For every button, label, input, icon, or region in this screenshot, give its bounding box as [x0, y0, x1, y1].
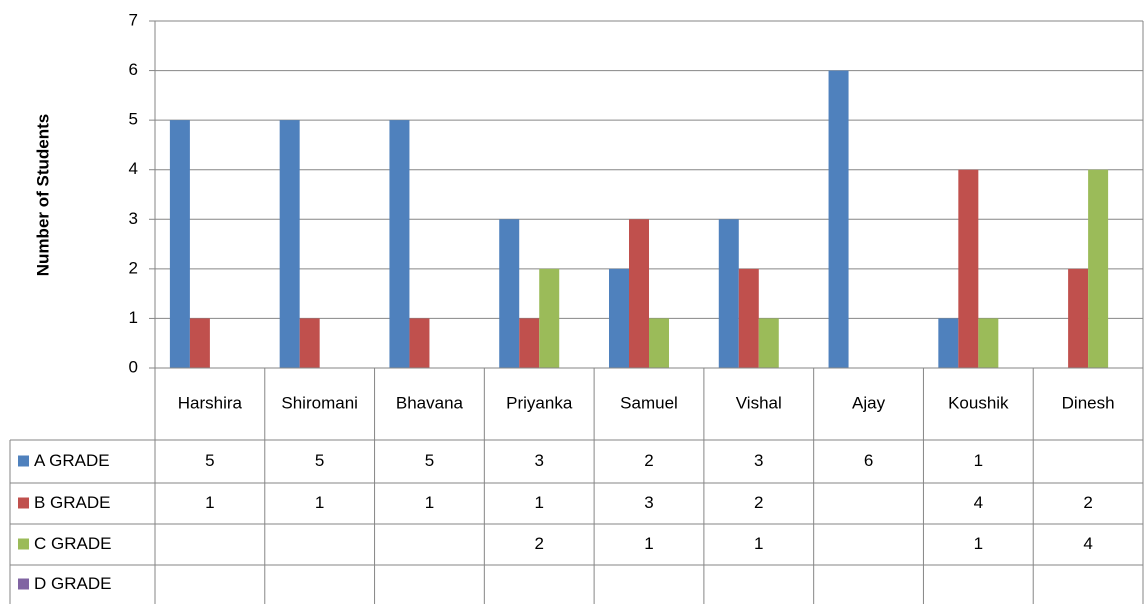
bar [1068, 268, 1089, 368]
y-axis-label: Number of Students [33, 114, 52, 276]
category-label: Dinesh [1062, 393, 1115, 412]
category-label: Shiromani [281, 393, 358, 412]
table-value: 2 [1083, 493, 1092, 512]
y-tick-label: 5 [129, 110, 138, 129]
category-label: Ajay [852, 393, 886, 412]
legend-key [18, 578, 29, 590]
bar [279, 120, 300, 369]
table-value: 2 [644, 451, 653, 470]
y-tick-label: 7 [129, 10, 138, 29]
bar [1088, 169, 1109, 368]
bar [389, 120, 410, 369]
y-tick-label: 2 [129, 258, 138, 277]
legend-label: B GRADE [34, 493, 111, 512]
table-value: 1 [425, 493, 434, 512]
table-value: 1 [205, 493, 214, 512]
bar [539, 268, 560, 368]
y-tick-label: 1 [129, 308, 138, 327]
table-value: 3 [644, 493, 653, 512]
bar [738, 268, 759, 368]
bar [958, 169, 979, 368]
y-tick-label: 4 [129, 159, 138, 178]
table-value: 3 [534, 451, 543, 470]
table-value: 1 [534, 493, 543, 512]
table-value: 2 [754, 493, 763, 512]
table-value: 3 [754, 451, 763, 470]
table-value: 5 [315, 451, 324, 470]
legend-key [18, 455, 29, 467]
y-tick-label: 0 [129, 357, 138, 376]
y-tick-label: 6 [129, 60, 138, 79]
category-label: Bhavana [396, 393, 464, 412]
category-label: Koushik [948, 393, 1009, 412]
table-value: 1 [644, 534, 653, 553]
bar [938, 318, 959, 368]
bar [978, 318, 999, 368]
legend-key [18, 538, 29, 550]
table-value: 5 [205, 451, 214, 470]
bar [718, 219, 739, 368]
table-value: 1 [974, 451, 983, 470]
bar [169, 120, 190, 369]
table-value: 4 [974, 493, 983, 512]
table-value: 5 [425, 451, 434, 470]
bar [519, 318, 540, 368]
bar [629, 219, 649, 368]
bar [299, 318, 320, 368]
bar [649, 318, 669, 368]
table-value: 1 [974, 534, 983, 553]
table-value: 1 [315, 493, 324, 512]
category-label: Harshira [178, 393, 243, 412]
legend-key [18, 497, 29, 509]
bar [189, 318, 210, 368]
legend-label: A GRADE [34, 451, 110, 470]
legend-label: D GRADE [34, 574, 111, 593]
bar [828, 70, 849, 369]
category-label: Vishal [736, 393, 782, 412]
bar [758, 318, 779, 368]
table-value: 6 [864, 451, 873, 470]
category-label: Samuel [620, 393, 678, 412]
y-tick-label: 3 [129, 209, 138, 228]
table-value: 1 [754, 534, 763, 553]
table-value: 4 [1083, 534, 1092, 553]
category-label: Priyanka [506, 393, 573, 412]
bar [409, 318, 430, 368]
bar [499, 219, 520, 368]
legend-label: C GRADE [34, 534, 111, 553]
table-value: 2 [534, 534, 543, 553]
bar [609, 268, 629, 368]
